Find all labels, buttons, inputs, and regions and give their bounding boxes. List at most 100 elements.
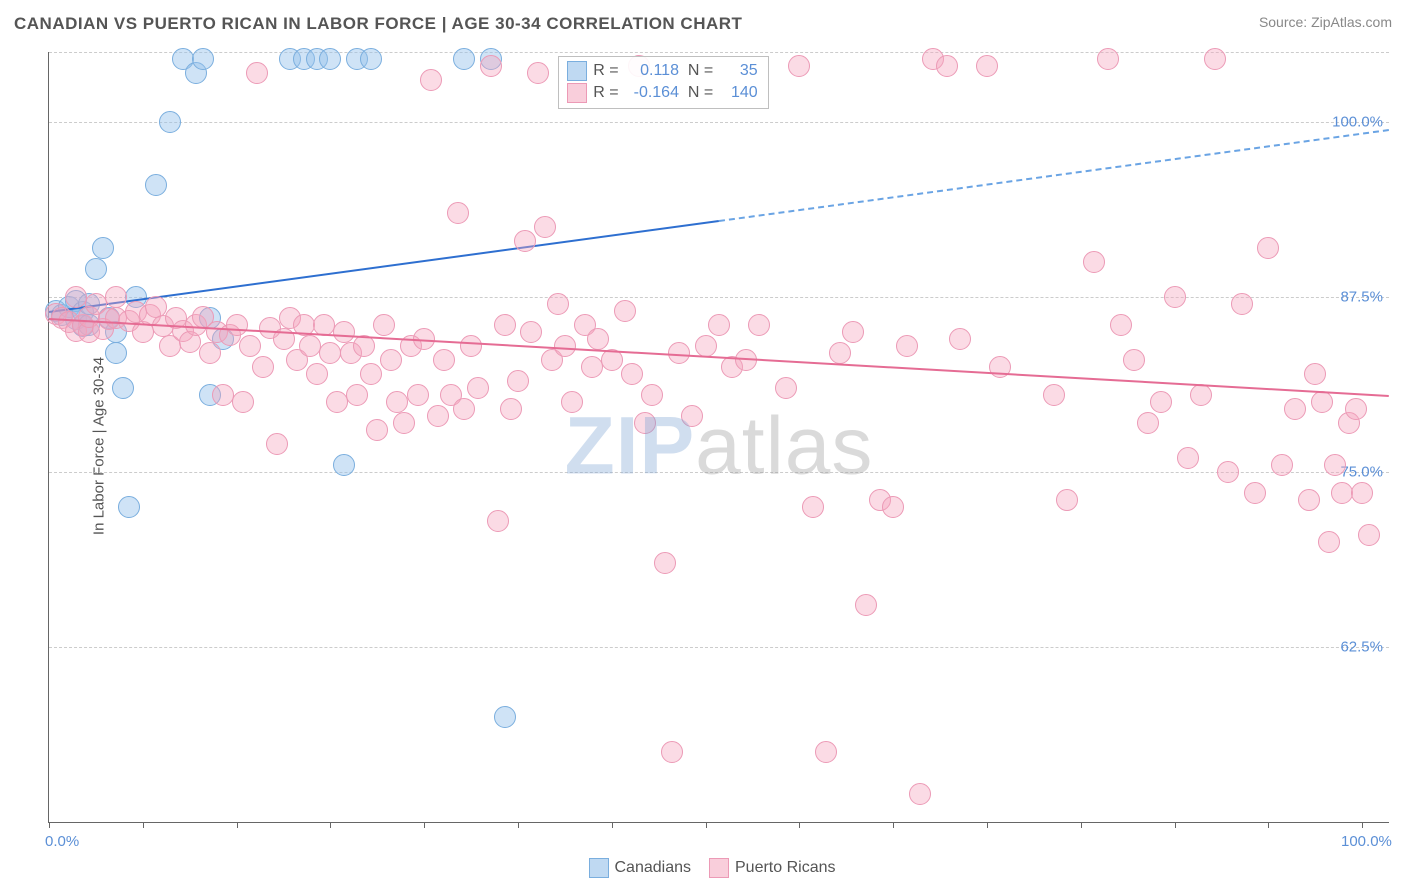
legend-label: Canadians bbox=[615, 859, 692, 876]
data-point bbox=[239, 335, 261, 357]
x-tick bbox=[1268, 822, 1269, 828]
data-point bbox=[386, 391, 408, 413]
data-point bbox=[788, 55, 810, 77]
data-point bbox=[882, 496, 904, 518]
data-point bbox=[561, 391, 583, 413]
data-point bbox=[500, 398, 522, 420]
data-point bbox=[829, 342, 851, 364]
data-point bbox=[1244, 482, 1266, 504]
y-tick-label: 100.0% bbox=[1332, 114, 1383, 131]
data-point bbox=[380, 349, 402, 371]
data-point bbox=[1358, 524, 1380, 546]
gridline bbox=[49, 122, 1389, 123]
data-point bbox=[118, 496, 140, 518]
data-point bbox=[433, 349, 455, 371]
x-tick bbox=[424, 822, 425, 828]
data-point bbox=[1331, 482, 1353, 504]
data-point bbox=[815, 741, 837, 763]
watermark: ZIPatlas bbox=[565, 399, 874, 493]
data-point bbox=[842, 321, 864, 343]
data-point bbox=[1231, 293, 1253, 315]
x-tick bbox=[518, 822, 519, 828]
y-tick-label: 75.0% bbox=[1340, 464, 1383, 481]
data-point bbox=[453, 398, 475, 420]
data-point bbox=[1123, 349, 1145, 371]
data-point bbox=[1043, 384, 1065, 406]
data-point bbox=[641, 384, 663, 406]
gridline bbox=[49, 647, 1389, 648]
data-point bbox=[695, 335, 717, 357]
data-point bbox=[507, 370, 529, 392]
legend-row: R = 0.118 N = 35 bbox=[567, 60, 757, 82]
data-point bbox=[92, 237, 114, 259]
chart-title: CANADIAN VS PUERTO RICAN IN LABOR FORCE … bbox=[14, 14, 742, 34]
data-point bbox=[346, 384, 368, 406]
data-point bbox=[460, 335, 482, 357]
data-point bbox=[614, 300, 636, 322]
data-point bbox=[373, 314, 395, 336]
x-tick bbox=[706, 822, 707, 828]
data-point bbox=[520, 321, 542, 343]
data-point bbox=[447, 202, 469, 224]
data-point bbox=[1311, 391, 1333, 413]
data-point bbox=[192, 48, 214, 70]
trend-line bbox=[719, 129, 1389, 222]
data-point bbox=[1271, 454, 1293, 476]
data-point bbox=[105, 286, 127, 308]
data-point bbox=[1298, 489, 1320, 511]
data-point bbox=[319, 342, 341, 364]
chart-source: Source: ZipAtlas.com bbox=[1259, 14, 1392, 30]
legend-swatch bbox=[709, 858, 729, 878]
data-point bbox=[494, 706, 516, 728]
x-tick bbox=[612, 822, 613, 828]
data-point bbox=[855, 594, 877, 616]
data-point bbox=[775, 377, 797, 399]
data-point bbox=[467, 377, 489, 399]
data-point bbox=[1204, 48, 1226, 70]
data-point bbox=[366, 419, 388, 441]
data-point bbox=[896, 335, 918, 357]
x-tick bbox=[143, 822, 144, 828]
data-point bbox=[527, 62, 549, 84]
data-point bbox=[407, 384, 429, 406]
data-point bbox=[547, 293, 569, 315]
data-point bbox=[1164, 286, 1186, 308]
data-point bbox=[976, 55, 998, 77]
gridline bbox=[49, 52, 1389, 53]
data-point bbox=[1190, 384, 1212, 406]
legend-swatch bbox=[567, 61, 587, 81]
plot-area: R = 0.118 N = 35R = -0.164 N = 140 ZIPat… bbox=[48, 52, 1389, 823]
data-point bbox=[1345, 398, 1367, 420]
data-point bbox=[1177, 447, 1199, 469]
x-tick bbox=[987, 822, 988, 828]
y-tick-label: 87.5% bbox=[1340, 289, 1383, 306]
data-point bbox=[85, 258, 107, 280]
data-point bbox=[1257, 237, 1279, 259]
y-tick-label: 62.5% bbox=[1340, 639, 1383, 656]
x-tick bbox=[893, 822, 894, 828]
data-point bbox=[936, 55, 958, 77]
data-point bbox=[909, 783, 931, 805]
x-tick bbox=[1081, 822, 1082, 828]
data-point bbox=[1217, 461, 1239, 483]
gridline bbox=[49, 297, 1389, 298]
data-point bbox=[360, 363, 382, 385]
x-tick bbox=[237, 822, 238, 828]
data-point bbox=[453, 48, 475, 70]
data-point bbox=[654, 552, 676, 574]
data-point bbox=[1056, 489, 1078, 511]
x-tick bbox=[799, 822, 800, 828]
data-point bbox=[634, 412, 656, 434]
data-point bbox=[105, 342, 127, 364]
data-point bbox=[1150, 391, 1172, 413]
data-point bbox=[1097, 48, 1119, 70]
data-point bbox=[226, 314, 248, 336]
x-tick bbox=[1362, 822, 1363, 828]
data-point bbox=[306, 363, 328, 385]
data-point bbox=[681, 405, 703, 427]
series-legend: CanadiansPuerto Ricans bbox=[0, 858, 1406, 878]
data-point bbox=[748, 314, 770, 336]
data-point bbox=[252, 356, 274, 378]
data-point bbox=[1083, 251, 1105, 273]
data-point bbox=[514, 230, 536, 252]
